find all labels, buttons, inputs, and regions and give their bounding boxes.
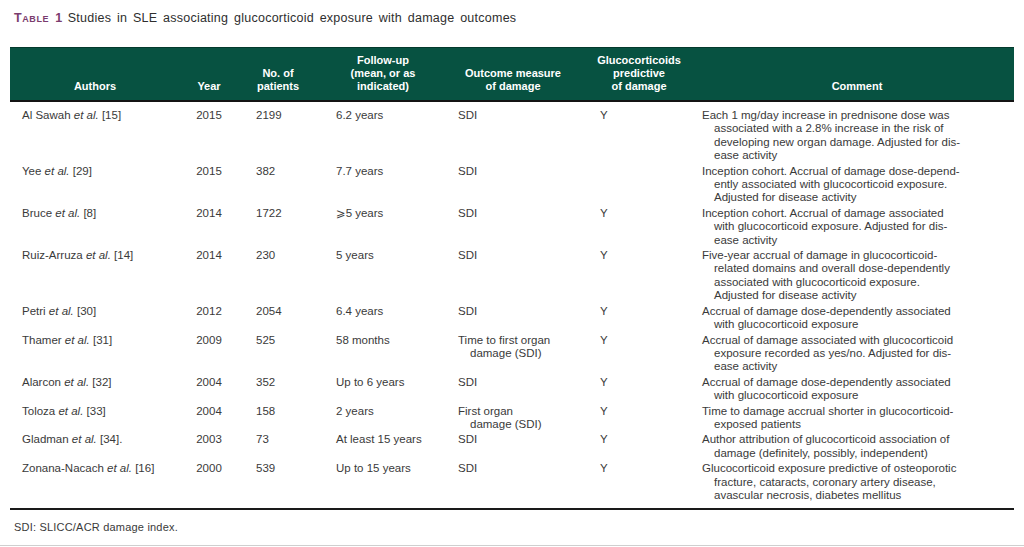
cell-predictive: Y xyxy=(578,461,700,509)
cell-outcome: SDI xyxy=(448,206,578,248)
table-header-row: AuthorsYearNo. ofpatientsFollow-up(mean,… xyxy=(10,48,1014,102)
cell-year: 2003 xyxy=(180,432,238,461)
cell-outcome: SDI xyxy=(448,101,578,164)
cell-patients: 230 xyxy=(238,248,318,304)
cell-comment: Accrual of damage associated with glucoc… xyxy=(700,333,1014,375)
cell-patients: 382 xyxy=(238,164,318,206)
cell-patients: 539 xyxy=(238,461,318,509)
table-body: Al Sawah et al. [15]201521996.2 yearsSDI… xyxy=(10,101,1014,509)
cell-followup: At least 15 years xyxy=(318,432,448,461)
table-footnote: SDI: SLICC/ACR damage index. xyxy=(14,521,178,533)
cell-outcome: SDI xyxy=(448,248,578,304)
cell-patients: 2199 xyxy=(238,101,318,164)
column-header-followup: Follow-up(mean, or asindicated) xyxy=(318,48,448,102)
cell-predictive: Y xyxy=(578,304,700,333)
cell-patients: 1722 xyxy=(238,206,318,248)
cell-authors: Ruiz-Arruza et al. [14] xyxy=(10,248,180,304)
table-row: Ruiz-Arruza et al. [14]20142305 yearsSDI… xyxy=(10,248,1014,304)
cell-authors: Petri et al. [30] xyxy=(10,304,180,333)
cell-patients: 525 xyxy=(238,333,318,375)
cell-comment: Inception cohort. Accrual of damage asso… xyxy=(700,206,1014,248)
table-header: AuthorsYearNo. ofpatientsFollow-up(mean,… xyxy=(10,48,1014,102)
cell-year: 2004 xyxy=(180,404,238,433)
cell-patients: 158 xyxy=(238,404,318,433)
cell-year: 2004 xyxy=(180,375,238,404)
studies-table: AuthorsYearNo. ofpatientsFollow-up(mean,… xyxy=(10,47,1014,510)
cell-authors: Yee et al. [29] xyxy=(10,164,180,206)
table-row: Petri et al. [30]201220546.4 yearsSDIYAc… xyxy=(10,304,1014,333)
cell-authors: Thamer et al. [31] xyxy=(10,333,180,375)
cell-outcome: First organdamage (SDI) xyxy=(448,404,578,433)
cell-predictive: Y xyxy=(578,101,700,164)
cell-predictive: Y xyxy=(578,404,700,433)
cell-followup: 7.7 years xyxy=(318,164,448,206)
column-header-authors: Authors xyxy=(10,48,180,102)
table-row: Zonana-Nacach et al. [16]2000539Up to 15… xyxy=(10,461,1014,509)
cell-comment: Glucocorticoid exposure predictive of os… xyxy=(700,461,1014,509)
cell-patients: 73 xyxy=(238,432,318,461)
cell-followup: 6.2 years xyxy=(318,101,448,164)
table-row: Yee et al. [29]20153827.7 yearsSDI Incept… xyxy=(10,164,1014,206)
cell-predictive: Y xyxy=(578,432,700,461)
cell-followup: 2 years xyxy=(318,404,448,433)
cell-outcome: Time to first organdamage (SDI) xyxy=(448,333,578,375)
column-header-patients: No. ofpatients xyxy=(238,48,318,102)
column-header-year: Year xyxy=(180,48,238,102)
cell-comment: Inception cohort. Accrual of damage dose… xyxy=(700,164,1014,206)
cell-patients: 352 xyxy=(238,375,318,404)
cell-authors: Alarcon et al. [32] xyxy=(10,375,180,404)
cell-followup: Up to 15 years xyxy=(318,461,448,509)
table-row: Bruce et al. [8]20141722⩾5 yearsSDIYInce… xyxy=(10,206,1014,248)
cell-outcome: SDI xyxy=(448,461,578,509)
cell-predictive: Y xyxy=(578,206,700,248)
cell-outcome: SDI xyxy=(448,432,578,461)
cell-outcome: SDI xyxy=(448,304,578,333)
cell-followup: 58 months xyxy=(318,333,448,375)
cell-outcome: SDI xyxy=(448,164,578,206)
paper-table-page: Table 1 Studies in SLE associating glucoc… xyxy=(0,0,1024,547)
cell-comment: Time to damage accrual shorter in glucoc… xyxy=(700,404,1014,433)
table-row: Thamer et al. [31]200952558 monthsTime t… xyxy=(10,333,1014,375)
cell-followup: ⩾5 years xyxy=(318,206,448,248)
cell-outcome: SDI xyxy=(448,375,578,404)
table-row: Alarcon et al. [32]2004352Up to 6 yearsS… xyxy=(10,375,1014,404)
table-number-label: Table 1 xyxy=(14,11,63,25)
cell-predictive: Y xyxy=(578,333,700,375)
table-caption: Studies in SLE associating glucocorticoi… xyxy=(68,11,517,25)
cell-comment: Author attribution of glucocorticoid ass… xyxy=(700,432,1014,461)
cell-followup: 5 years xyxy=(318,248,448,304)
cell-predictive: Y xyxy=(578,248,700,304)
cell-year: 2000 xyxy=(180,461,238,509)
cell-authors: Gladman et al. [34]. xyxy=(10,432,180,461)
cell-authors: Toloza et al. [33] xyxy=(10,404,180,433)
cell-predictive xyxy=(578,164,700,206)
cell-comment: Accrual of damage dose-dependently assoc… xyxy=(700,375,1014,404)
table-row: Gladman et al. [34].200373At least 15 ye… xyxy=(10,432,1014,461)
cell-comment: Accrual of damage dose-dependently assoc… xyxy=(700,304,1014,333)
cell-year: 2014 xyxy=(180,206,238,248)
cell-followup: 6.4 years xyxy=(318,304,448,333)
cell-year: 2015 xyxy=(180,164,238,206)
cell-year: 2015 xyxy=(180,101,238,164)
table-title: Table 1 Studies in SLE associating glucoc… xyxy=(14,11,516,25)
cell-followup: Up to 6 years xyxy=(318,375,448,404)
cell-year: 2009 xyxy=(180,333,238,375)
cell-year: 2012 xyxy=(180,304,238,333)
cell-patients: 2054 xyxy=(238,304,318,333)
page-bottom-rule xyxy=(0,545,1024,546)
cell-authors: Bruce et al. [8] xyxy=(10,206,180,248)
column-header-outcome: Outcome measureof damage xyxy=(448,48,578,102)
cell-comment: Five-year accrual of damage in glucocort… xyxy=(700,248,1014,304)
column-header-predictive: Glucocorticoidspredictiveof damage xyxy=(578,48,700,102)
cell-comment: Each 1 mg/day increase in prednisone dos… xyxy=(700,101,1014,164)
cell-predictive: Y xyxy=(578,375,700,404)
table-row: Toloza et al. [33]20041582 yearsFirst or… xyxy=(10,404,1014,433)
cell-authors: Zonana-Nacach et al. [16] xyxy=(10,461,180,509)
cell-year: 2014 xyxy=(180,248,238,304)
table-row: Al Sawah et al. [15]201521996.2 yearsSDI… xyxy=(10,101,1014,164)
column-header-comment: Comment xyxy=(700,48,1014,102)
cell-authors: Al Sawah et al. [15] xyxy=(10,101,180,164)
